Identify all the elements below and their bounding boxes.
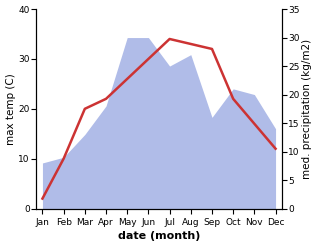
Y-axis label: max temp (C): max temp (C) xyxy=(5,73,16,145)
Y-axis label: med. precipitation (kg/m2): med. precipitation (kg/m2) xyxy=(302,39,313,179)
X-axis label: date (month): date (month) xyxy=(118,231,200,242)
